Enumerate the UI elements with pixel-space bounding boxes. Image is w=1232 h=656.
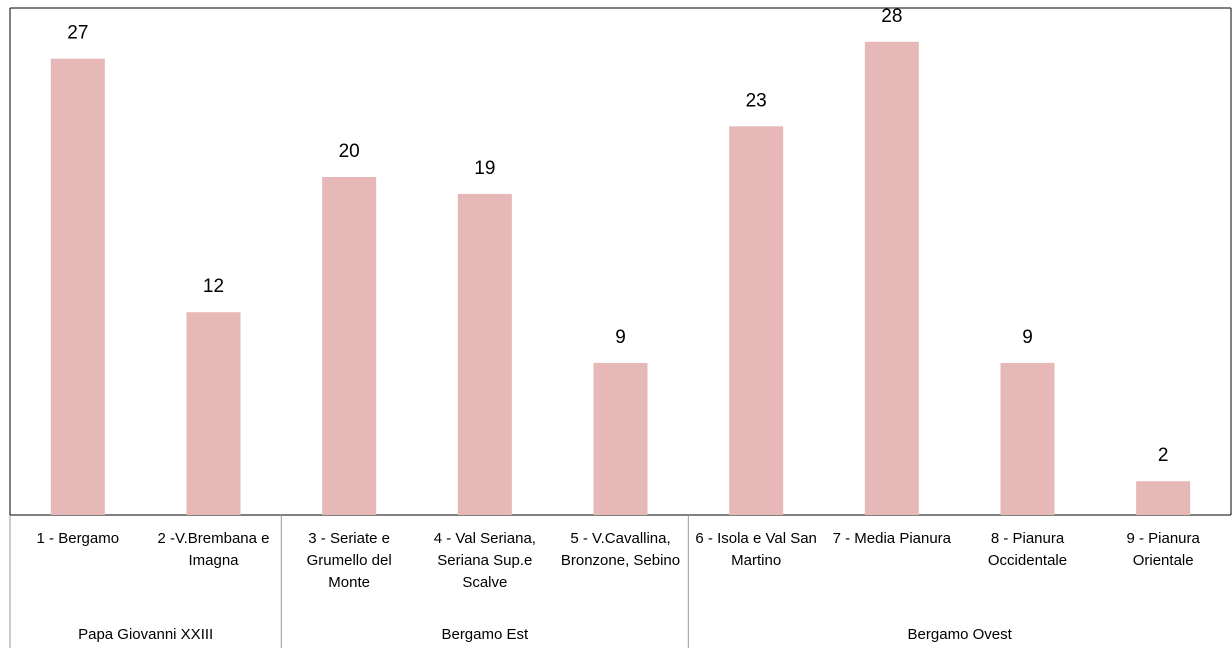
bar [593,362,648,515]
data-label: 2 [1158,445,1169,466]
data-label: 19 [474,158,495,179]
group-label: Papa Giovanni XXIII [78,626,214,643]
data-label: 28 [881,6,902,27]
data-label: 9 [615,327,626,348]
x-tick-label: 9 - Pianura Orientale [1126,530,1200,569]
x-tick-label: 3 - Seriate e Grumello del Monte [306,530,392,591]
group-label: Bergamo Ovest [907,626,1012,643]
x-tick-label: 2 -V.Brembana e Imagna [157,530,270,569]
group-label: Bergamo Est [441,626,529,643]
data-label: 20 [339,141,360,162]
bar [1000,362,1055,515]
bar [1136,481,1191,515]
bar [186,312,241,515]
x-tick-label: 7 - Media Pianura [832,530,952,547]
bar [864,41,919,516]
x-tick-label: 6 - Isola e Val San Martino [695,530,817,569]
x-tick-label: 1 - Bergamo [36,530,120,547]
data-label: 12 [203,276,224,297]
bar [50,58,105,515]
bar [729,126,784,516]
data-label: 23 [746,90,767,111]
x-tick-label: 4 - Val Seriana, Seriana Sup.e Scalve [433,530,536,591]
x-tick-label: 8 - Pianura Occidentale [987,530,1068,569]
data-label: 27 [67,23,88,44]
data-label: 9 [1022,327,1033,348]
x-tick-label: 5 - V.Cavallina, Bronzone, Sebino [560,530,681,569]
bar [322,177,377,515]
bar [457,193,512,515]
